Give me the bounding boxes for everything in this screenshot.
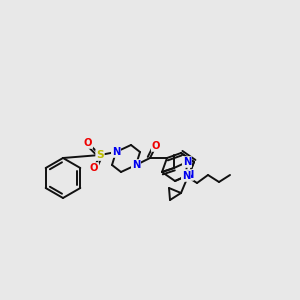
Text: N: N <box>112 147 120 157</box>
Text: O: O <box>90 163 98 173</box>
Text: O: O <box>84 138 92 148</box>
Text: N: N <box>185 170 193 180</box>
Text: N: N <box>132 160 140 170</box>
Text: N: N <box>183 157 191 167</box>
Text: S: S <box>96 150 104 160</box>
Text: O: O <box>152 141 160 151</box>
Text: N: N <box>182 171 190 181</box>
